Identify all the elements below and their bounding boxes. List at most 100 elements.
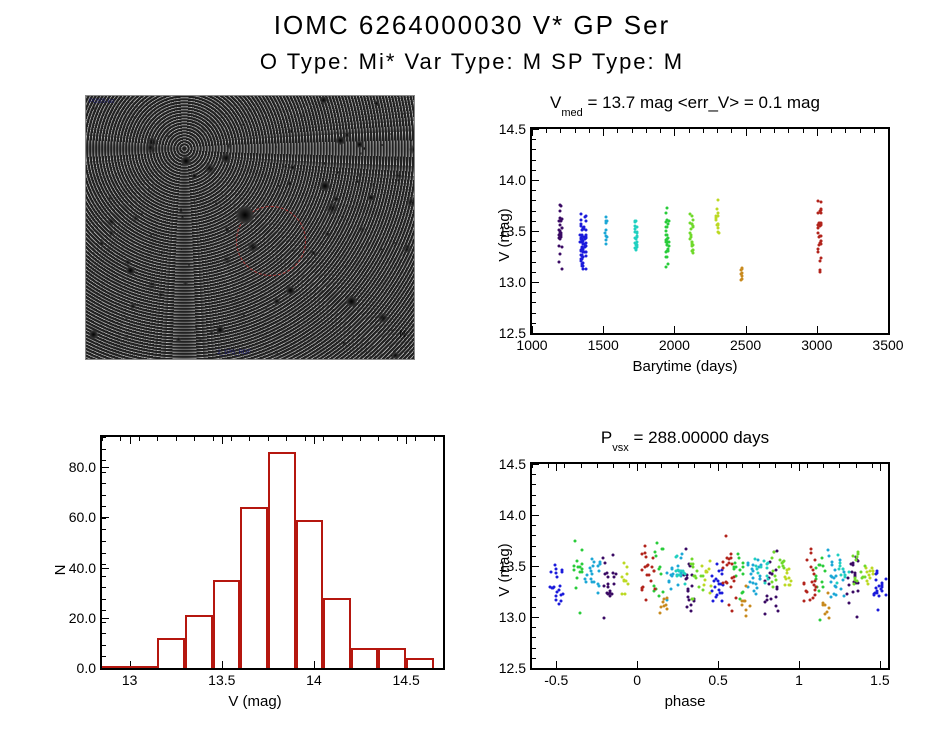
phase-data-point[interactable] — [657, 594, 660, 597]
phase-data-point[interactable] — [765, 574, 768, 577]
phase-data-point[interactable] — [830, 596, 833, 599]
phase-data-point[interactable] — [805, 559, 808, 562]
phase-data-point[interactable] — [656, 542, 659, 545]
phase-data-point[interactable] — [803, 582, 806, 585]
phase-data-point[interactable] — [644, 545, 647, 548]
phase-data-point[interactable] — [690, 610, 693, 613]
phase-data-point[interactable] — [679, 556, 682, 559]
phase-data-point[interactable] — [824, 613, 827, 616]
phase-data-point[interactable] — [738, 557, 741, 560]
phase-data-point[interactable] — [861, 575, 864, 578]
phase-data-point[interactable] — [721, 592, 724, 595]
phase-data-point[interactable] — [860, 570, 863, 573]
v-mag-data-point[interactable] — [666, 255, 669, 258]
phase-data-point[interactable] — [561, 593, 564, 596]
v-mag-data-point[interactable] — [716, 226, 719, 229]
v-mag-data-point[interactable] — [688, 212, 691, 215]
phase-data-point[interactable] — [828, 616, 831, 619]
v-mag-data-point[interactable] — [666, 223, 669, 226]
phase-data-point[interactable] — [787, 583, 790, 586]
phase-data-point[interactable] — [671, 568, 674, 571]
phase-data-point[interactable] — [852, 563, 855, 566]
phase-data-point[interactable] — [871, 566, 874, 569]
phase-data-point[interactable] — [558, 585, 561, 588]
v-mag-data-point[interactable] — [559, 253, 562, 256]
v-mag-data-point[interactable] — [717, 211, 720, 214]
phase-data-point[interactable] — [852, 555, 855, 558]
phase-data-point[interactable] — [641, 588, 644, 591]
phase-data-point[interactable] — [738, 569, 741, 572]
phase-data-point[interactable] — [686, 596, 689, 599]
phase-data-point[interactable] — [754, 583, 757, 586]
phase-data-point[interactable] — [817, 563, 820, 566]
phase-data-point[interactable] — [606, 576, 609, 579]
v-mag-data-point[interactable] — [634, 248, 637, 251]
phase-data-point[interactable] — [703, 579, 706, 582]
v-mag-data-point[interactable] — [634, 220, 637, 223]
v-mag-data-point[interactable] — [559, 203, 562, 206]
phase-data-point[interactable] — [644, 552, 647, 555]
phase-data-point[interactable] — [741, 599, 744, 602]
v-mag-data-point[interactable] — [664, 266, 667, 269]
phase-data-point[interactable] — [821, 557, 824, 560]
phase-data-point[interactable] — [683, 582, 686, 585]
v-mag-data-point[interactable] — [584, 254, 587, 257]
v-mag-data-point[interactable] — [689, 227, 692, 230]
phase-data-point[interactable] — [838, 564, 841, 567]
phase-data-point[interactable] — [624, 593, 627, 596]
v-mag-data-point[interactable] — [557, 245, 560, 248]
phase-data-point[interactable] — [783, 583, 786, 586]
phase-data-point[interactable] — [755, 587, 758, 590]
phase-data-point[interactable] — [834, 569, 837, 572]
phase-data-point[interactable] — [814, 580, 817, 583]
phase-data-point[interactable] — [589, 570, 592, 573]
phase-data-point[interactable] — [592, 561, 595, 564]
phase-data-point[interactable] — [736, 553, 739, 556]
phase-data-point[interactable] — [754, 592, 757, 595]
phase-data-point[interactable] — [821, 565, 824, 568]
phase-data-point[interactable] — [730, 576, 733, 579]
phase-data-point[interactable] — [863, 565, 866, 568]
phase-data-point[interactable] — [885, 593, 888, 596]
phase-data-point[interactable] — [581, 562, 584, 565]
phase-data-point[interactable] — [804, 589, 807, 592]
phase-data-point[interactable] — [830, 575, 833, 578]
v-mag-data-point[interactable] — [636, 230, 639, 233]
v-mag-data-point[interactable] — [558, 219, 561, 222]
phase-data-point[interactable] — [687, 590, 690, 593]
phase-data-point[interactable] — [764, 612, 767, 615]
phase-data-point[interactable] — [574, 587, 577, 590]
phase-data-point[interactable] — [555, 575, 558, 578]
phase-data-point[interactable] — [727, 557, 730, 560]
phase-data-point[interactable] — [661, 600, 664, 603]
phase-data-point[interactable] — [717, 582, 720, 585]
histogram-bar[interactable] — [213, 580, 241, 668]
histogram-bar[interactable] — [351, 648, 379, 668]
phase-data-point[interactable] — [718, 588, 721, 591]
phase-data-point[interactable] — [868, 576, 871, 579]
v-mag-data-point[interactable] — [584, 219, 587, 222]
phase-data-point[interactable] — [847, 571, 850, 574]
phase-data-point[interactable] — [840, 573, 843, 576]
phase-data-point[interactable] — [751, 576, 754, 579]
phase-data-point[interactable] — [603, 572, 606, 575]
phase-data-point[interactable] — [700, 575, 703, 578]
phase-data-point[interactable] — [653, 587, 656, 590]
v-mag-data-point[interactable] — [816, 232, 819, 235]
phase-data-point[interactable] — [613, 583, 616, 586]
histogram-bar[interactable] — [406, 658, 434, 668]
phase-data-point[interactable] — [872, 569, 875, 572]
phase-data-point[interactable] — [665, 571, 668, 574]
phase-data-point[interactable] — [722, 561, 725, 564]
phase-data-point[interactable] — [658, 568, 661, 571]
phase-data-point[interactable] — [691, 566, 694, 569]
phase-data-point[interactable] — [663, 605, 666, 608]
phase-data-point[interactable] — [733, 576, 736, 579]
phase-data-point[interactable] — [641, 586, 644, 589]
phase-data-point[interactable] — [787, 567, 790, 570]
phase-data-point[interactable] — [598, 584, 601, 587]
v-mag-data-point[interactable] — [691, 249, 694, 252]
phase-data-point[interactable] — [641, 568, 644, 571]
phase-data-point[interactable] — [623, 562, 626, 565]
phase-data-point[interactable] — [834, 575, 837, 578]
